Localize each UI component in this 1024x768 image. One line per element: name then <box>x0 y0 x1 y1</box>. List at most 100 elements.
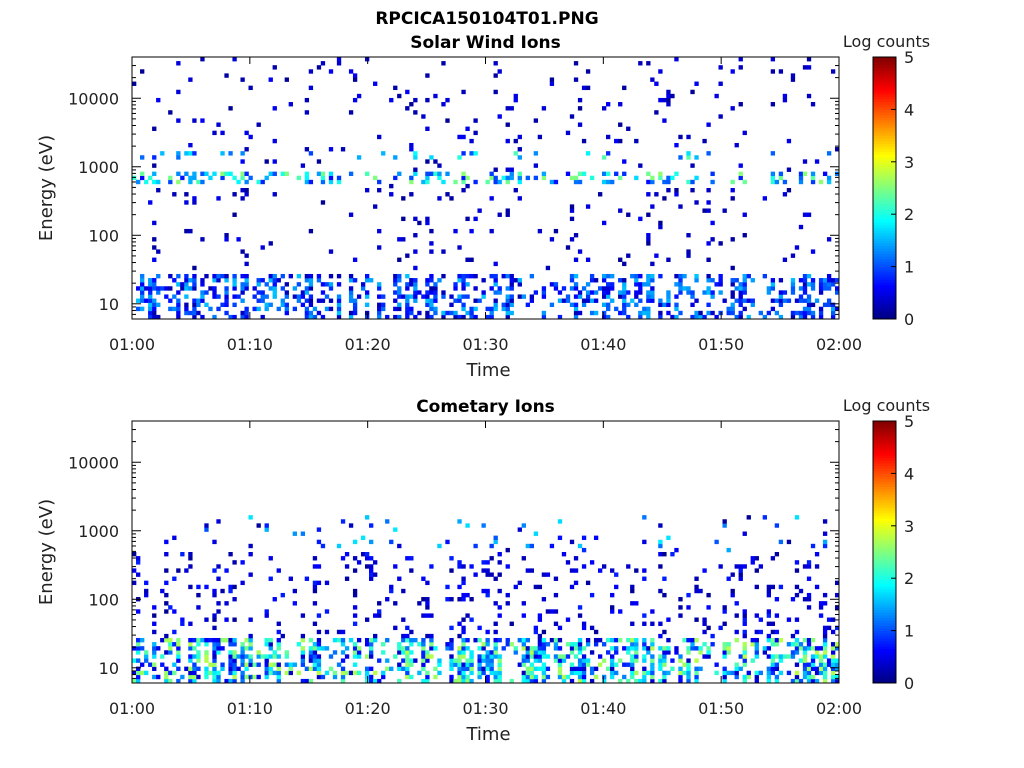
spectrogram-cell <box>425 633 430 639</box>
spectrogram-cell <box>778 278 784 283</box>
spectrogram-cell <box>264 674 269 680</box>
spectrogram-cell <box>397 642 402 647</box>
spectrogram-cell <box>465 674 470 680</box>
spectrogram-cell <box>192 151 197 156</box>
spectrogram-cell <box>742 233 747 238</box>
colorbar-step <box>873 263 896 268</box>
spectrogram-cell <box>489 175 494 181</box>
spectrogram-cell <box>401 637 406 643</box>
spectrogram-cell <box>132 670 137 676</box>
spectrogram-cell <box>481 654 486 659</box>
colorbar-step <box>873 279 896 283</box>
spectrogram-cell <box>260 654 265 659</box>
spectrogram-cell <box>778 171 784 177</box>
spectrogram-cell <box>336 543 342 549</box>
colorbar-step <box>873 520 896 524</box>
spectrogram-cell <box>654 81 659 86</box>
spectrogram-cell <box>348 523 354 528</box>
spectrogram-cell <box>718 114 723 119</box>
spectrogram-cell <box>369 564 374 569</box>
spectrogram-cell <box>457 633 462 639</box>
spectrogram-cell <box>425 597 430 602</box>
spectrogram-cell <box>694 273 699 279</box>
spectrogram-cell <box>730 265 735 271</box>
spectrogram-cell <box>830 650 836 655</box>
spectrogram-cell <box>344 654 350 659</box>
spectrogram-cell <box>577 662 583 667</box>
spectrogram-cell <box>300 633 306 639</box>
spectrogram-cell <box>734 278 739 283</box>
spectrogram-cell <box>272 290 277 295</box>
colorbar-step <box>873 130 896 134</box>
spectrogram-cell <box>316 527 322 532</box>
spectrogram-cell <box>397 286 402 291</box>
spectrogram-cell <box>348 212 354 217</box>
spectrogram-cell <box>778 69 784 74</box>
spectrogram-cell <box>200 282 205 287</box>
spectrogram-cell <box>581 302 587 308</box>
colorbar-step <box>873 562 896 566</box>
spectrogram-cell <box>308 294 314 299</box>
spectrogram-cell <box>810 179 816 185</box>
spectrogram-cell <box>280 633 285 639</box>
spectrogram-cell <box>810 654 816 659</box>
colorbar-step <box>873 601 896 605</box>
spectrogram-cell <box>405 106 410 111</box>
spectrogram-cell <box>340 642 346 647</box>
spectrogram-cell <box>252 306 257 312</box>
spectrogram-cell <box>284 302 289 308</box>
spectrogram-cell <box>810 662 816 667</box>
spectrogram-cell <box>288 662 293 667</box>
spectrogram-cell <box>304 110 310 115</box>
colorbar-step <box>873 112 896 116</box>
spectrogram-cell <box>224 568 229 573</box>
spectrogram-cell <box>662 552 667 557</box>
spectrogram-cell <box>606 302 611 308</box>
spectrogram-cell <box>377 609 382 614</box>
spectrogram-cell <box>557 662 563 667</box>
spectrogram-cell <box>806 674 812 680</box>
spectrogram-cell <box>770 584 776 590</box>
spectrogram-cell <box>457 662 462 667</box>
spectrogram-cell <box>276 662 281 667</box>
spectrogram-cell <box>642 658 647 663</box>
spectrogram-cell <box>300 637 306 643</box>
spectrogram-cell <box>698 310 703 316</box>
spectrogram-cell <box>658 298 663 303</box>
spectrogram-cell <box>308 637 314 643</box>
spectrogram-cell <box>734 601 739 606</box>
spectrogram-cell <box>240 650 245 655</box>
colorbar-step <box>873 148 896 152</box>
spectrogram-cell <box>497 69 502 74</box>
spectrogram-cell <box>830 642 836 647</box>
spectrogram-cell <box>300 294 306 299</box>
spectrogram-cell <box>232 666 237 672</box>
spectrogram-cell <box>722 678 727 684</box>
colorbar-step <box>873 211 896 215</box>
spectrogram-cell <box>296 294 302 299</box>
spectrogram-cell <box>553 642 559 647</box>
spectrogram-cell <box>646 171 651 177</box>
spectrogram-cell <box>300 662 306 667</box>
spectrogram-cell <box>830 282 836 287</box>
spectrogram-cell <box>340 666 346 672</box>
spectrogram-cell <box>168 605 173 610</box>
spectrogram-cell <box>738 654 743 659</box>
spectrogram-cell <box>336 662 342 667</box>
spectrogram-cell <box>577 666 583 672</box>
spectrogram-cell <box>397 273 402 279</box>
spectrogram-cell <box>172 535 177 541</box>
spectrogram-cell <box>152 257 157 262</box>
spectrogram-cell <box>489 314 494 320</box>
spectrogram-cell <box>618 310 623 316</box>
spectrogram-cell <box>702 314 707 320</box>
colorbar-step <box>873 159 896 163</box>
spectrogram-cell <box>304 314 310 320</box>
spectrogram-cell <box>132 568 137 573</box>
spectrogram-cell <box>694 588 699 594</box>
spectrogram-cell <box>417 290 422 295</box>
colorbar-step <box>873 654 896 658</box>
spectrogram-cell <box>445 646 450 651</box>
spectrogram-cell <box>666 179 671 185</box>
colorbar-step <box>873 203 896 207</box>
